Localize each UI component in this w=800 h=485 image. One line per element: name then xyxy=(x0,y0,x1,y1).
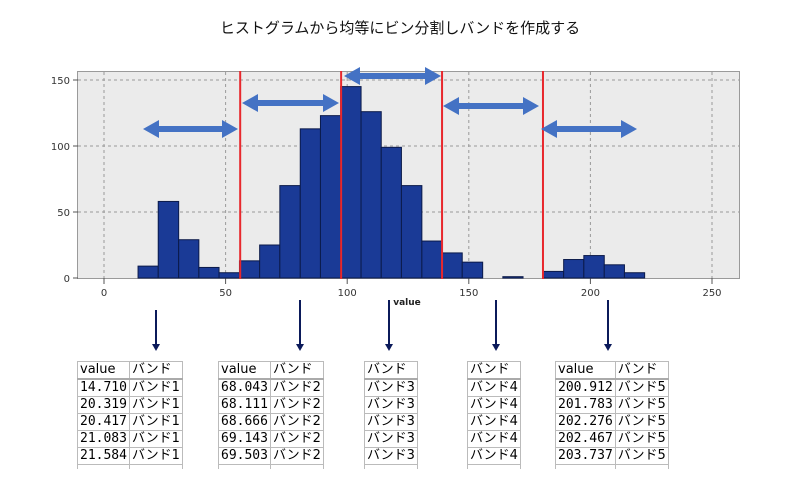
table-row: 68.111 バンド2 xyxy=(218,396,324,414)
table-row: 202.467 バンド5 xyxy=(555,430,669,448)
table-row: 203.737 バンド5 xyxy=(555,447,669,465)
table-row: バンド4 xyxy=(467,413,521,431)
column-header: value xyxy=(555,361,616,380)
chart-title: ヒストグラムから均等にビン分割しバンドを作成する xyxy=(219,19,581,37)
svg-text:200: 200 xyxy=(581,288,600,299)
table-row: バンド3 xyxy=(364,413,418,431)
table-row: 201.783 バンド5 xyxy=(555,396,669,414)
table-row: 200.912 バンド5 xyxy=(555,378,669,397)
column-header: バンド xyxy=(364,361,418,380)
table-row: バンド4 xyxy=(467,378,521,397)
column-header: バンド xyxy=(128,361,183,380)
table-row: 14.710 バンド1 xyxy=(77,378,183,397)
svg-text:150: 150 xyxy=(459,288,478,299)
table-row: バンド4 xyxy=(467,447,521,465)
band1-table: value バンド 14.710 バンド1 20.319 バンド1 20.417 バンド1 21… xyxy=(77,361,183,469)
column-header: value xyxy=(218,361,271,380)
table-row: バンド4 xyxy=(467,396,521,414)
svg-text:0: 0 xyxy=(101,288,107,299)
band3-table: バンド バンド3 バンド3 バンド3 バンド3 バンド3 xyxy=(364,361,418,469)
band2-table: value バンド 68.043 バンド2 68.111 バンド2 68.666 バンド2 69… xyxy=(218,361,324,469)
svg-text:250: 250 xyxy=(702,288,721,299)
band5-table: value バンド 200.912 バンド5 201.783 バンド5 202.276 バンド… xyxy=(555,361,669,469)
column-header: バンド xyxy=(269,361,324,380)
svg-text:value: value xyxy=(393,298,421,308)
band4-table: バンド バンド4 バンド4 バンド4 バンド4 バンド4 xyxy=(467,361,521,469)
table-row: 20.319 バンド1 xyxy=(77,396,183,414)
table-row: バンド3 xyxy=(364,396,418,414)
table-row: 21.584 バンド1 xyxy=(77,447,183,465)
table-row: 69.503 バンド2 xyxy=(218,447,324,465)
column-header: バンド xyxy=(614,361,669,380)
svg-text:50: 50 xyxy=(57,208,70,219)
svg-text:150: 150 xyxy=(51,76,70,87)
table-row: 68.043 バンド2 xyxy=(218,378,324,397)
svg-text:0: 0 xyxy=(64,274,70,285)
table-row: 202.276 バンド5 xyxy=(555,413,669,431)
column-header: バンド xyxy=(467,361,521,380)
table-row: バンド3 xyxy=(364,378,418,397)
table-row: バンド3 xyxy=(364,447,418,465)
table-row: 20.417 バンド1 xyxy=(77,413,183,431)
table-row: バンド3 xyxy=(364,430,418,448)
table-row: バンド4 xyxy=(467,430,521,448)
svg-text:100: 100 xyxy=(338,288,357,299)
table-row: 69.143 バンド2 xyxy=(218,430,324,448)
table-row: 21.083 バンド1 xyxy=(77,430,183,448)
svg-text:100: 100 xyxy=(51,142,70,153)
column-header: value xyxy=(77,361,130,380)
svg-text:50: 50 xyxy=(219,288,232,299)
table-row: 68.666 バンド2 xyxy=(218,413,324,431)
